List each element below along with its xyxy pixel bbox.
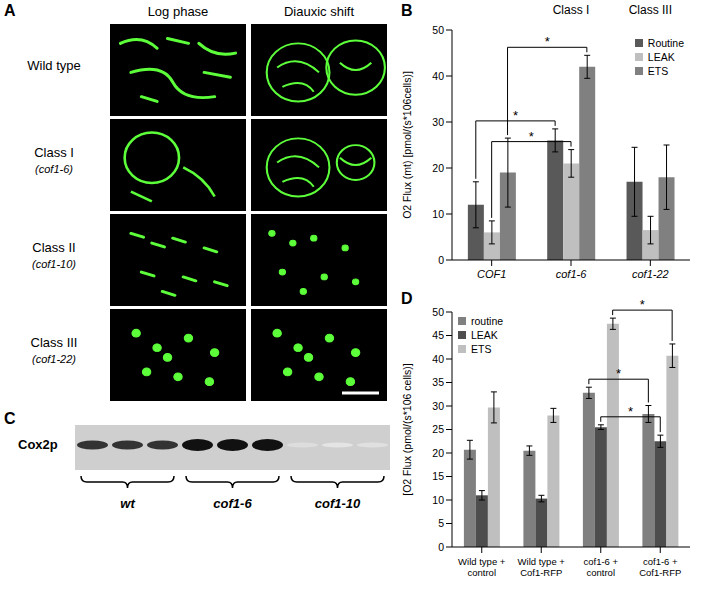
svg-text:*: * xyxy=(529,129,534,144)
svg-text:15: 15 xyxy=(432,470,444,482)
svg-text:40: 40 xyxy=(432,70,444,82)
html-text:A: A xyxy=(4,2,16,19)
html-text:D: D xyxy=(401,290,413,307)
svg-text:*: * xyxy=(640,297,645,312)
svg-text:*: * xyxy=(616,366,621,381)
html-text:Class I: Class I xyxy=(34,145,74,160)
html-text:LEAK: LEAK xyxy=(471,329,498,341)
html-text:ETS: ETS xyxy=(647,65,669,77)
svg-text:cof1-6 +Cof1-RFP: cof1-6 +Cof1-RFP xyxy=(639,556,681,578)
svg-text:Wild type +Cof1-RFP: Wild type +Cof1-RFP xyxy=(518,556,566,578)
html-text:B: B xyxy=(401,2,413,19)
html-text:LEAK: LEAK xyxy=(647,51,675,63)
html-text:(cof1-10): (cof1-10) xyxy=(32,258,76,270)
svg-text:Wild type +control: Wild type +control xyxy=(458,556,506,578)
svg-text:50: 50 xyxy=(432,24,444,36)
html-text:ETS: ETS xyxy=(471,343,492,355)
svg-text:50: 50 xyxy=(432,306,444,318)
svg-text:10: 10 xyxy=(432,208,444,220)
html-text:Cox2p: Cox2p xyxy=(18,437,58,452)
svg-text:O2 Flux (mt) [pmol/(s*106cells: O2 Flux (mt) [pmol/(s*106cells)] xyxy=(401,71,413,219)
svg-text:20: 20 xyxy=(432,162,444,174)
svg-text:10: 10 xyxy=(432,494,444,506)
svg-text:*: * xyxy=(513,108,518,123)
svg-text:Class I: Class I xyxy=(553,3,590,17)
svg-text:5: 5 xyxy=(438,517,444,529)
html-text:(cof1-22): (cof1-22) xyxy=(32,353,76,365)
html-text:C: C xyxy=(4,410,16,427)
svg-text:40: 40 xyxy=(432,353,444,365)
svg-text:cof1-6 +control: cof1-6 +control xyxy=(583,556,618,578)
svg-text:*: * xyxy=(628,404,633,419)
svg-text:COF1: COF1 xyxy=(477,268,506,280)
svg-text:30: 30 xyxy=(432,116,444,128)
svg-text:cof1-6: cof1-6 xyxy=(213,496,252,511)
html-text:Class III: Class III xyxy=(30,335,78,350)
svg-text:35: 35 xyxy=(432,376,444,388)
svg-text:30: 30 xyxy=(432,400,444,412)
html-text:Diauxic shift: Diauxic shift xyxy=(284,4,354,19)
html-text:Routine: Routine xyxy=(647,37,684,49)
html-text:Class II: Class II xyxy=(32,240,76,255)
svg-text:25: 25 xyxy=(432,423,444,435)
html-text:Wild type: Wild type xyxy=(27,58,81,73)
svg-text:cof1-10: cof1-10 xyxy=(315,496,361,511)
svg-text:wt: wt xyxy=(120,496,135,511)
svg-text:0: 0 xyxy=(438,254,444,266)
svg-text:[O2 Flux (pmol/(s*106 cells)]: [O2 Flux (pmol/(s*106 cells)] xyxy=(401,363,413,496)
svg-text:45: 45 xyxy=(432,329,444,341)
html-text:(cof1-6): (cof1-6) xyxy=(35,163,73,175)
svg-text:0: 0 xyxy=(438,541,444,553)
svg-text:*: * xyxy=(545,34,550,49)
html-text:routine: routine xyxy=(471,315,504,327)
svg-text:cof1-22: cof1-22 xyxy=(632,268,669,280)
html-text:Log phase: Log phase xyxy=(147,4,209,19)
svg-text:cof1-6: cof1-6 xyxy=(556,268,587,280)
svg-text:20: 20 xyxy=(432,447,444,459)
svg-text:Class III: Class III xyxy=(629,3,672,17)
